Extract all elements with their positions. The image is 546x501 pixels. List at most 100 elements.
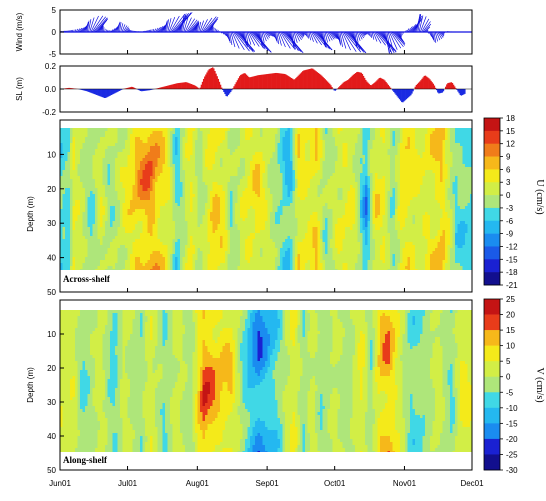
- heatmap-cell: [185, 134, 188, 138]
- wind-stick: [167, 18, 172, 33]
- heatmap-cell: [72, 137, 76, 141]
- sea-level-bar: [255, 75, 258, 89]
- wind-stick: [342, 31, 351, 51]
- heatmap-cell: [432, 200, 436, 204]
- heatmap-cell: [270, 197, 273, 201]
- heatmap-cell: [267, 146, 271, 150]
- heatmap-cell: [340, 194, 343, 198]
- heatmap-cell: [247, 155, 251, 159]
- heatmap-cell: [222, 131, 226, 135]
- heatmap-cell: [382, 203, 386, 207]
- sea-level-bar: [429, 79, 431, 89]
- heatmap-cell: [215, 137, 218, 141]
- heatmap-cell: [455, 131, 458, 135]
- heatmap-cell: [467, 188, 471, 192]
- heatmap-cell: [455, 185, 458, 189]
- heatmap-cell: [265, 140, 268, 144]
- heatmap-cell: [150, 140, 153, 144]
- heatmap-cell: [292, 146, 296, 150]
- heatmap-cell: [335, 137, 338, 141]
- heatmap-cell: [107, 182, 111, 186]
- heatmap-cell: [387, 134, 391, 138]
- heatmap-cell: [272, 188, 276, 192]
- heatmap-cell: [317, 188, 321, 192]
- sea-level-bar: [109, 89, 111, 96]
- heatmap-cell: [330, 182, 333, 186]
- heatmap-cell: [365, 167, 368, 171]
- heatmap-cell: [370, 146, 373, 150]
- heatmap-cell: [337, 152, 341, 156]
- heatmap-cell: [412, 161, 416, 165]
- wind-stick: [309, 31, 314, 42]
- heatmap-cell: [287, 164, 291, 168]
- heatmap-cell: [67, 203, 71, 207]
- heatmap-cell: [292, 191, 296, 195]
- heatmap-cell: [65, 197, 68, 201]
- heatmap-cell: [190, 152, 193, 156]
- heatmap-cell: [115, 197, 118, 201]
- heatmap-cell: [405, 158, 408, 162]
- heatmap-cell: [195, 155, 198, 159]
- heatmap-cell: [300, 137, 303, 141]
- heatmap-cell: [75, 200, 78, 204]
- heatmap-cell: [262, 137, 266, 141]
- sea-level-bar: [191, 84, 194, 89]
- heatmap-cell: [150, 143, 153, 147]
- heatmap-cell: [300, 191, 303, 195]
- heatmap-cell: [317, 128, 321, 132]
- heatmap-cell: [442, 146, 446, 150]
- heatmap-cell: [327, 158, 331, 162]
- heatmap-cell: [335, 173, 338, 177]
- heatmap-cell: [275, 128, 278, 132]
- heatmap-cell: [370, 137, 373, 141]
- heatmap-cell: [290, 152, 293, 156]
- heatmap-cell: [330, 149, 333, 153]
- heatmap-cell: [395, 161, 398, 165]
- heatmap-cell: [160, 149, 163, 153]
- heatmap-cell: [152, 134, 156, 138]
- heatmap-cell: [145, 143, 148, 147]
- heatmap-cell: [252, 137, 256, 141]
- heatmap-cell: [367, 128, 371, 132]
- heatmap-cell: [245, 161, 248, 165]
- heatmap-cell: [250, 146, 253, 150]
- heatmap-cell: [70, 128, 73, 132]
- heatmap-cell: [257, 161, 261, 165]
- heatmap-cell: [225, 131, 228, 135]
- wind-stick: [131, 30, 133, 33]
- wind-stick: [423, 23, 432, 33]
- heatmap-cell: [420, 137, 423, 141]
- heatmap-cell: [430, 155, 433, 159]
- heatmap-cell: [105, 179, 108, 183]
- heatmap-cell: [302, 197, 306, 201]
- heatmap-cell: [415, 134, 418, 138]
- heatmap-cell: [255, 185, 258, 189]
- heatmap-cell: [462, 194, 466, 198]
- heatmap-cell: [245, 140, 248, 144]
- heatmap-cell: [360, 194, 363, 198]
- heatmap-cell: [155, 173, 158, 177]
- heatmap-cell: [85, 197, 88, 201]
- heatmap-cell: [410, 140, 413, 144]
- wind-stick: [246, 31, 252, 45]
- heatmap-cell: [120, 176, 123, 180]
- sea-level-bar: [281, 73, 284, 89]
- heatmap-cell: [135, 173, 138, 177]
- heatmap-cell: [405, 167, 408, 171]
- heatmap-cell: [420, 143, 423, 147]
- heatmap-cell: [277, 140, 281, 144]
- heatmap-cell: [205, 200, 208, 204]
- heatmap-cell: [262, 134, 266, 138]
- heatmap-cell: [435, 182, 438, 186]
- heatmap-cell: [75, 134, 78, 138]
- heatmap-cell: [327, 191, 331, 195]
- heatmap-cell: [410, 164, 413, 168]
- heatmap-cell: [285, 134, 288, 138]
- heatmap-cell: [300, 167, 303, 171]
- heatmap-cell: [285, 200, 288, 204]
- heatmap-cell: [152, 164, 156, 168]
- heatmap-cell: [382, 170, 386, 174]
- heatmap-cell: [155, 149, 158, 153]
- heatmap-cell: [90, 191, 93, 195]
- heatmap-cell: [405, 194, 408, 198]
